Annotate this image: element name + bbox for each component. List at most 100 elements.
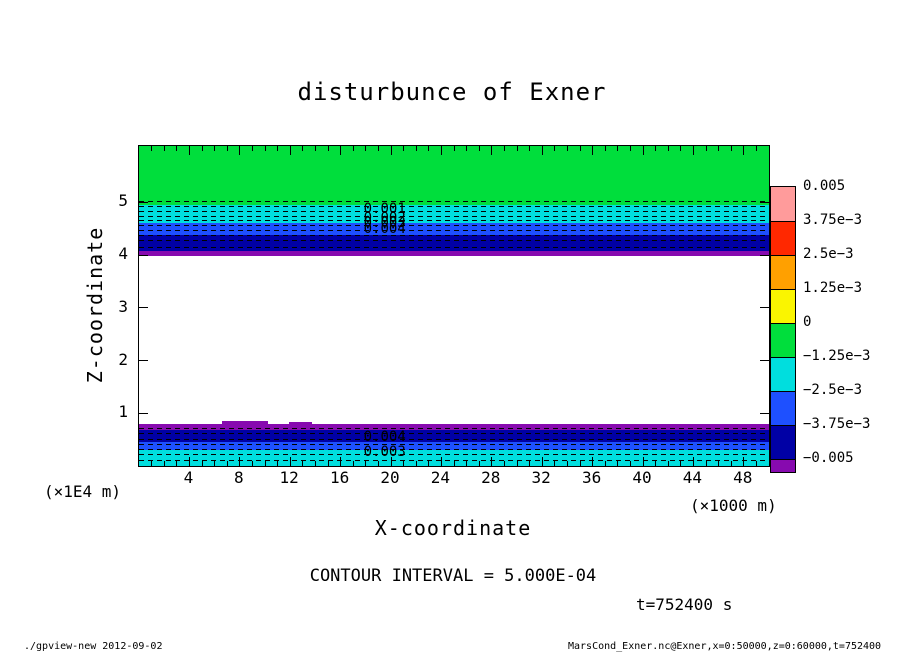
- x-tick: [289, 457, 291, 466]
- footer-command: ./gpview-new 2012-09-02: [24, 641, 163, 652]
- x-tick: [579, 461, 581, 466]
- x-tick: [377, 461, 379, 466]
- contour-fill-band: [139, 429, 769, 442]
- x-tick-label: 12: [279, 468, 299, 487]
- contour-line: [139, 234, 769, 236]
- x-tick: [151, 146, 153, 151]
- x-tick: [453, 146, 455, 151]
- contour-fill-band: [139, 205, 769, 223]
- contour-label: 0.004: [363, 429, 406, 445]
- x-tick: [327, 461, 329, 466]
- x-tick: [390, 457, 392, 466]
- x-tick: [201, 461, 203, 466]
- x-tick: [592, 457, 594, 466]
- contour-line: [139, 201, 769, 203]
- contour-fill-bump: [222, 420, 268, 425]
- x-tick: [226, 461, 228, 466]
- x-tick: [604, 146, 606, 151]
- x-tick: [529, 461, 531, 466]
- x-tick: [440, 457, 442, 466]
- contour-label: 0.002: [363, 210, 406, 227]
- contour-fill-band: [139, 235, 769, 251]
- colorbar-segment: [771, 255, 795, 289]
- x-tick: [604, 461, 606, 466]
- x-tick: [440, 146, 442, 155]
- colorbar-underflow-segment: [771, 459, 795, 472]
- contour-line: [139, 225, 769, 227]
- y-tick: [760, 360, 769, 362]
- x-tick: [277, 146, 279, 151]
- colorbar: [770, 186, 796, 473]
- colorbar-tick-label: 2.5e−3: [803, 246, 854, 262]
- y-axis-unit: (×1E4 m): [44, 482, 122, 501]
- x-tick: [264, 146, 266, 151]
- colorbar-segment: [771, 187, 795, 221]
- contour-line: [139, 215, 769, 217]
- x-tick: [516, 461, 518, 466]
- x-tick: [655, 146, 657, 151]
- x-tick: [428, 461, 430, 466]
- x-tick: [579, 146, 581, 151]
- x-tick-label: 8: [233, 468, 244, 487]
- x-tick: [314, 461, 316, 466]
- x-tick: [163, 461, 165, 466]
- x-tick: [365, 461, 367, 466]
- x-tick: [352, 461, 354, 466]
- colorbar-segment: [771, 357, 795, 391]
- y-tick: [760, 307, 769, 309]
- y-tick-label: 5: [118, 191, 128, 211]
- x-tick: [289, 146, 291, 155]
- x-tick: [730, 146, 732, 151]
- contour-fill-band: [139, 450, 769, 466]
- x-tick: [516, 146, 518, 151]
- x-tick: [743, 146, 745, 155]
- x-tick-label: 20: [380, 468, 400, 487]
- y-tick: [139, 412, 148, 414]
- x-tick: [403, 146, 405, 151]
- x-tick: [226, 146, 228, 151]
- x-tick: [239, 146, 241, 155]
- x-tick: [302, 461, 304, 466]
- contour-label: 0.001: [363, 200, 406, 217]
- x-tick: [478, 146, 480, 151]
- colorbar-segment: [771, 289, 795, 323]
- y-tick-label: 3: [118, 296, 128, 316]
- contour-label: 0.003: [363, 444, 406, 461]
- colorbar-tick-label: 0: [803, 314, 812, 330]
- x-tick: [554, 146, 556, 151]
- x-tick: [176, 461, 178, 466]
- x-tick: [503, 461, 505, 466]
- x-tick: [188, 146, 190, 155]
- x-tick-label: 28: [481, 468, 501, 487]
- x-tick: [680, 146, 682, 151]
- x-tick: [415, 461, 417, 466]
- x-tick: [377, 146, 379, 151]
- colorbar-segment: [771, 323, 795, 357]
- x-tick: [478, 461, 480, 466]
- contour-line: [139, 438, 769, 440]
- x-tick: [176, 146, 178, 151]
- x-tick: [214, 146, 216, 151]
- x-tick: [730, 461, 732, 466]
- y-tick: [139, 254, 148, 256]
- contour-fill-band: [139, 424, 769, 430]
- colorbar-tick-label: −3.75e−3: [803, 416, 871, 432]
- x-tick: [705, 461, 707, 466]
- x-tick: [251, 146, 253, 151]
- x-tick-label: 44: [682, 468, 703, 487]
- x-tick: [617, 461, 619, 466]
- x-tick: [277, 461, 279, 466]
- colorbar-segment: [771, 425, 795, 459]
- x-tick: [302, 146, 304, 151]
- contour-fill-band: [139, 146, 769, 206]
- colorbar-tick-label: 1.25e−3: [803, 280, 863, 296]
- contour-line: [139, 459, 769, 461]
- y-tick: [760, 254, 769, 256]
- colorbar-tick-label: −0.005: [803, 450, 854, 466]
- y-tick-label: 2: [118, 349, 128, 369]
- x-tick: [692, 457, 694, 466]
- x-tick: [692, 146, 694, 155]
- x-tick: [352, 146, 354, 151]
- footer-source: MarsCond_Exner.nc@Exner,x=0:50000,z=0:60…: [568, 641, 882, 652]
